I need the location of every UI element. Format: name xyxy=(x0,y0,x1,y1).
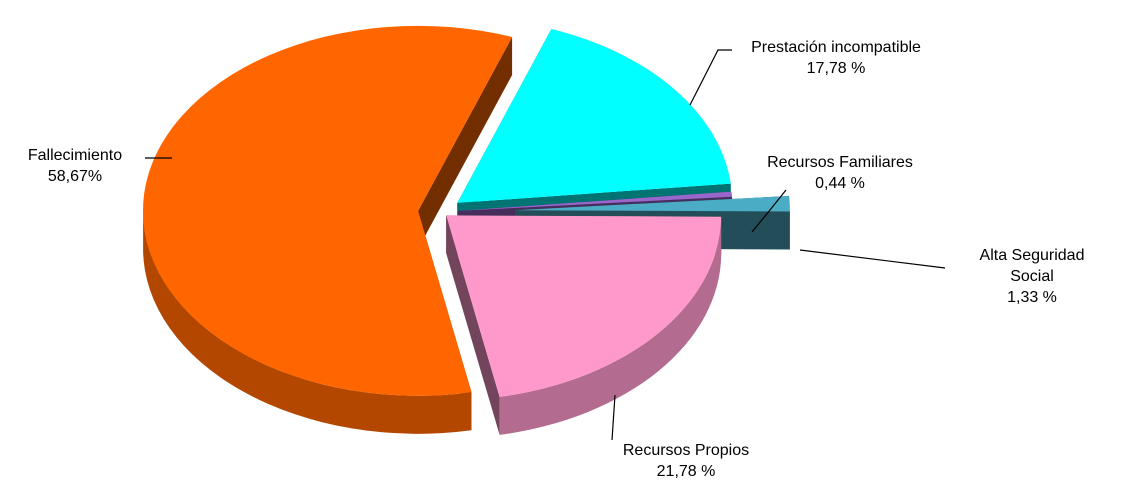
value-label: 1,33 % xyxy=(1007,289,1057,306)
category-label: Recursos Propios xyxy=(622,442,750,459)
category-label: Fallecimiento xyxy=(27,147,123,164)
leader-line xyxy=(751,189,787,233)
category-label: Prestación incompatible xyxy=(751,39,921,56)
slice xyxy=(446,215,722,397)
value-label: 0,44 % xyxy=(815,175,865,192)
label: Prestación incompatible 17,78 % xyxy=(751,37,921,79)
value-label: 58,67% xyxy=(47,168,103,185)
slice-side xyxy=(418,37,513,249)
label: Alta Seguridad Social 1,33 % xyxy=(972,245,1092,308)
leader-line xyxy=(689,49,732,106)
label: Recursos Familiares 0,44 % xyxy=(767,152,913,194)
category-label: Recursos Familiares xyxy=(767,154,913,171)
slice xyxy=(457,29,731,203)
slice-side xyxy=(446,215,500,435)
value-label: 17,78 % xyxy=(806,60,866,77)
slice-wall xyxy=(143,210,472,434)
category-label: Alta Seguridad Social xyxy=(979,247,1085,285)
value-label: 21,78 % xyxy=(656,463,716,480)
label: Fallecimiento 58,67% xyxy=(28,145,122,187)
leader-line xyxy=(611,394,616,441)
slice xyxy=(143,25,513,396)
slice xyxy=(457,191,733,211)
leader-line xyxy=(799,249,946,269)
slice xyxy=(515,196,790,212)
label: Recursos Propios 21,78 % xyxy=(623,440,749,482)
slice-wall xyxy=(499,216,722,435)
